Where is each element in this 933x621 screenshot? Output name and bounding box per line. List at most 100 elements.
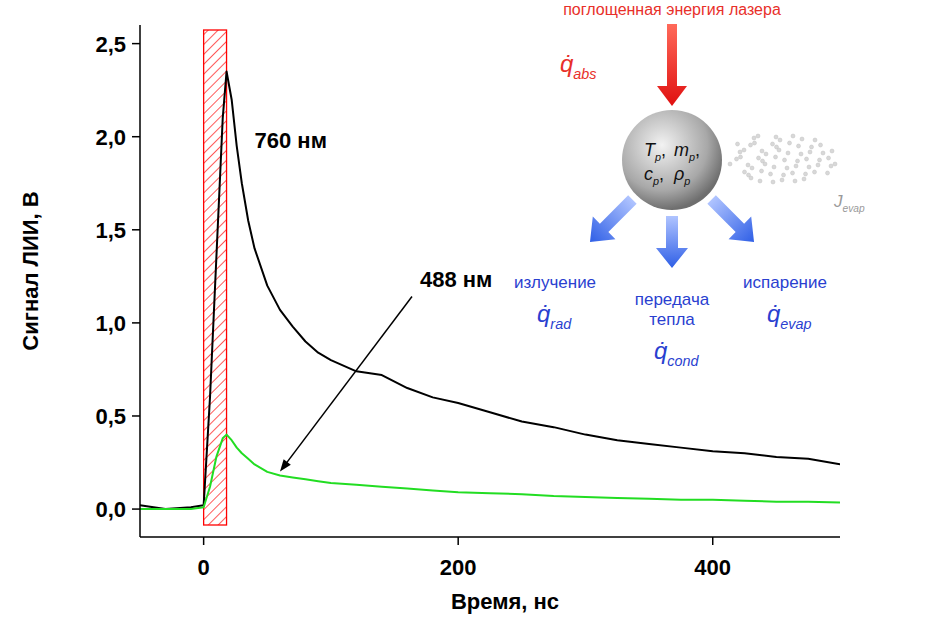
y-tick-label: 1,5: [95, 218, 126, 243]
vapor-dot: [739, 155, 743, 159]
symbol-main: q̇: [560, 50, 574, 77]
vapor-dot: [796, 159, 800, 163]
x-tick-label: 200: [440, 555, 477, 580]
y-tick: [132, 43, 140, 45]
symbol-sub: p: [652, 175, 659, 187]
symbol-sub: p: [688, 151, 695, 163]
symbol: Tp,: [644, 140, 666, 163]
x-tick: [457, 537, 459, 545]
vapor-dot: [802, 177, 806, 181]
loss-arrow: [579, 188, 644, 253]
symbol-suffix: ,: [659, 164, 664, 184]
x-axis-title: Время, нс: [451, 589, 559, 614]
symbol-suffix: ,: [661, 140, 666, 160]
vapor-dot: [753, 141, 757, 145]
y-tick: [132, 415, 140, 417]
series-line: [140, 435, 840, 509]
vapor-dot: [808, 150, 812, 154]
loss-arrow: [656, 216, 688, 268]
loss-arrow-shape: [579, 188, 644, 253]
vapor-dot: [777, 148, 781, 152]
diagram: JevapTp,mp,cp,ρpпоглощенная энергия лазе…: [514, 1, 865, 369]
symbol-main: ρ: [673, 164, 684, 184]
vapor-dot: [807, 165, 811, 169]
vapor-dot: [771, 142, 775, 146]
loss-label-line: испарение: [743, 273, 827, 292]
y-tick: [132, 508, 140, 510]
symbol-sub: rad: [550, 316, 572, 332]
vapor-dot: [788, 141, 792, 145]
symbol: q̇cond: [654, 337, 700, 369]
loss-label: передачатепла: [635, 290, 710, 329]
vapor-dot: [826, 171, 830, 175]
vapor-dot: [736, 142, 740, 146]
symbol: cp,: [644, 164, 664, 187]
loss-label: излучение: [514, 273, 596, 292]
leader-line: [286, 297, 412, 464]
vapor-dot: [782, 173, 786, 177]
vapor-dot: [757, 156, 761, 160]
loss-label-line: передача: [635, 290, 710, 309]
x-tick-label: 0: [198, 555, 210, 580]
loss-arrow-shape: [656, 216, 688, 268]
loss-label-line: тепла: [649, 310, 695, 329]
vapor-dot: [743, 170, 747, 174]
symbol-main: q̇: [537, 300, 551, 327]
leader-arrowhead: [280, 459, 291, 471]
vapor-dot: [756, 134, 760, 138]
symbol-main: c: [644, 164, 653, 184]
vapor-dot: [818, 158, 822, 162]
symbol: mp,: [674, 140, 700, 163]
vapor-dot: [764, 152, 768, 156]
x-axis-line: [140, 536, 840, 538]
symbol-sub: evap: [843, 203, 865, 214]
vapor-dot: [728, 162, 732, 166]
loss-label-line: излучение: [514, 273, 596, 292]
vapor-dot: [774, 155, 778, 159]
symbol: Jevap: [833, 192, 865, 214]
symbol-sub: abs: [573, 66, 596, 82]
vapor-dot: [758, 179, 762, 183]
absorption-arrow: [657, 24, 687, 106]
loss-arrow-shape: [700, 188, 765, 253]
figure: 02004000,00,51,01,52,02,5Время, нсСигнал…: [0, 0, 933, 621]
vapor-dot: [750, 166, 754, 170]
vapor-dot: [830, 149, 834, 153]
vapor-dot: [813, 170, 817, 174]
axes: 02004000,00,51,01,52,02,5: [95, 25, 840, 580]
particle: [622, 110, 722, 210]
vapor-dot: [791, 134, 795, 138]
symbol: ρp: [673, 164, 690, 187]
symbol-sub: p: [654, 151, 661, 163]
vapor-dot: [774, 135, 778, 139]
y-tick-label: 0,5: [95, 404, 126, 429]
loss-arrow: [700, 188, 765, 253]
vapor-cloud: [728, 134, 837, 184]
vapor-dot: [785, 166, 789, 170]
y-tick: [132, 322, 140, 324]
vapor-dot: [783, 158, 787, 162]
series-label: 488 нм: [420, 267, 492, 292]
vapor-dot: [772, 165, 776, 169]
symbol-main: q̇: [654, 337, 668, 364]
series-label: 760 нм: [255, 128, 327, 153]
symbol-sub: cond: [667, 353, 699, 369]
vapor-dot: [752, 136, 756, 140]
vapor-dot: [799, 152, 803, 156]
vapor-dot: [771, 180, 775, 184]
x-tick: [203, 537, 205, 545]
vapor-dot: [746, 163, 750, 167]
vapor-dot: [780, 178, 784, 182]
vapor-dot: [833, 162, 837, 166]
vapor-dot: [829, 164, 833, 168]
symbol: q̇evap: [767, 300, 812, 332]
vapor-dot: [800, 137, 804, 141]
vapor-dot: [760, 169, 764, 173]
x-tick-label: 400: [694, 555, 731, 580]
vapor-dot: [804, 172, 808, 176]
vapor-dot: [794, 164, 798, 168]
x-tick: [712, 537, 714, 545]
symbol-sub: evap: [780, 316, 811, 332]
vapor-dot: [749, 176, 753, 180]
y-tick-label: 0,0: [95, 497, 126, 522]
